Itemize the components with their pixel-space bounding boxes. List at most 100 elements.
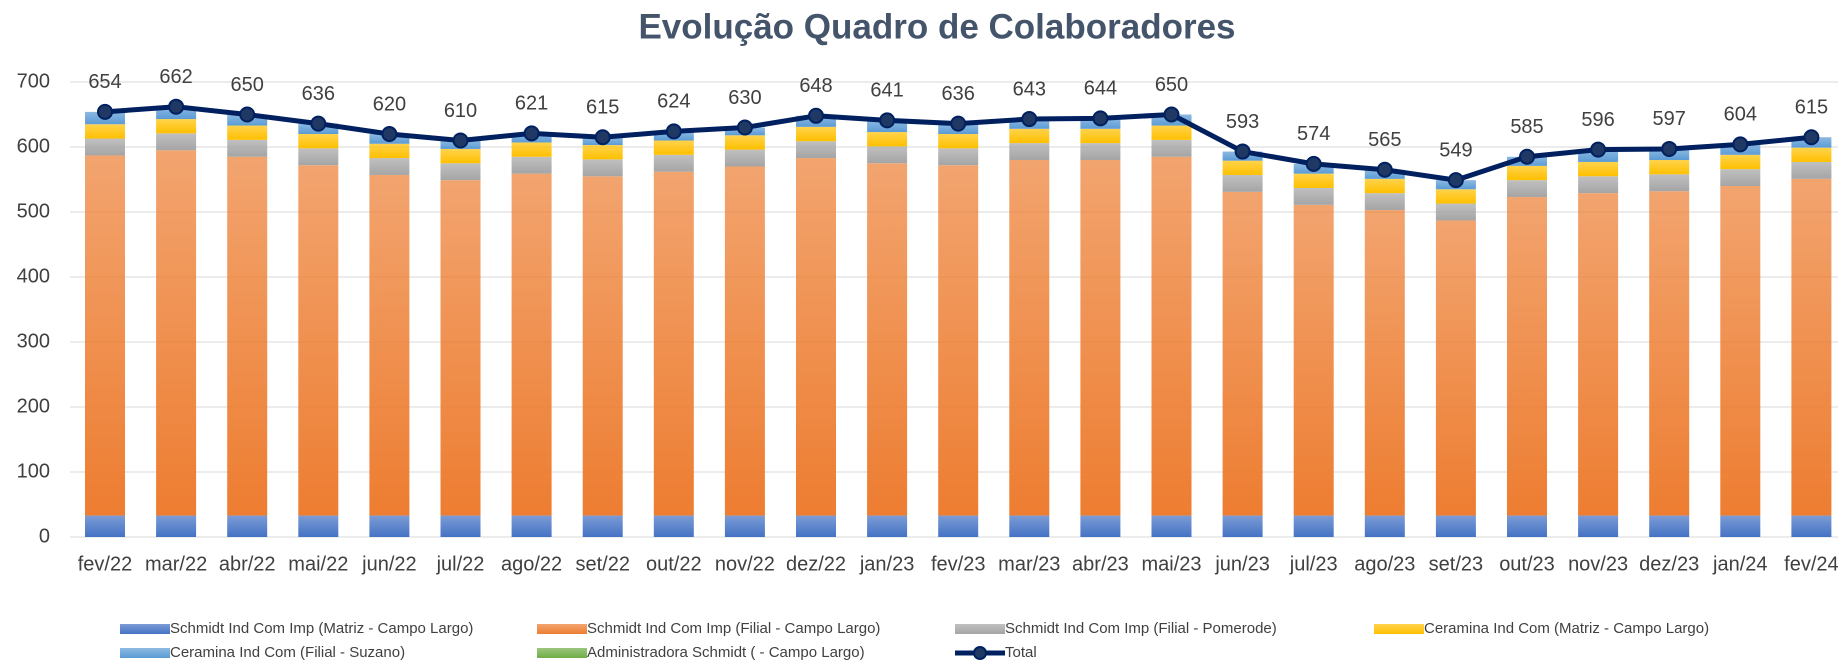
x-tick-label: jan/24: [1712, 553, 1768, 575]
bar-segment: [582, 145, 623, 160]
data-label: 610: [444, 100, 477, 122]
bar-segment: [156, 119, 197, 134]
data-label: 585: [1510, 116, 1543, 138]
bar-segment: [1222, 174, 1263, 192]
bar-segment: [85, 124, 125, 139]
bar-segment: [938, 165, 979, 516]
data-label: 650: [1155, 74, 1188, 96]
data-label: 650: [231, 74, 264, 96]
data-label: 643: [1013, 78, 1046, 100]
bar-segment: [298, 134, 339, 149]
bar-segment: [1435, 203, 1476, 221]
total-marker: [950, 115, 967, 132]
bar-segment: [298, 515, 339, 537]
x-tick-label: jul/23: [1289, 553, 1338, 575]
y-tick-label: 600: [17, 135, 50, 157]
legend-swatch: [955, 624, 1005, 634]
data-label: 630: [728, 87, 761, 109]
bar-segment: [1222, 191, 1263, 516]
bar-segment: [653, 515, 694, 537]
bar-segment: [1507, 515, 1547, 537]
x-tick-label: mai/23: [1141, 553, 1201, 575]
bar-segment: [440, 515, 481, 537]
bar-segment: [1435, 220, 1476, 516]
bar-segment: [1080, 128, 1121, 144]
bar-segment: [796, 141, 836, 159]
bar-segment: [1009, 515, 1050, 537]
bar-segment: [85, 155, 125, 516]
data-label: 648: [799, 75, 832, 97]
total-marker: [523, 125, 540, 142]
legend-label: Schmidt Ind Com Imp (Matriz - Campo Larg…: [170, 620, 473, 637]
bar-segment: [867, 515, 908, 537]
bar-segment: [1649, 515, 1690, 537]
total-marker: [239, 106, 256, 123]
data-label: 620: [373, 93, 406, 115]
bar-segment: [1435, 189, 1476, 204]
bar-segment: [796, 158, 836, 516]
x-tick-label: fev/22: [78, 553, 132, 575]
y-tick-label: 200: [17, 395, 50, 417]
bar-segment: [653, 171, 694, 516]
x-tick-label: fev/23: [931, 553, 985, 575]
legend-swatch: [537, 624, 587, 634]
bar-segment: [511, 142, 552, 157]
bar-segment: [511, 156, 552, 174]
x-tick-label: ago/22: [501, 553, 562, 575]
total-marker: [310, 115, 327, 132]
data-label: 565: [1368, 129, 1401, 151]
total-marker: [1732, 136, 1749, 153]
bar-segment: [867, 163, 908, 516]
bar-segment: [867, 132, 908, 147]
bar-segment: [85, 138, 125, 156]
bar-segment: [369, 158, 410, 175]
bar-segment: [440, 163, 481, 181]
y-tick-label: 700: [17, 70, 50, 92]
data-label: 636: [302, 83, 335, 105]
bar-segment: [227, 515, 268, 537]
legend-swatch: [537, 648, 587, 658]
total-marker: [97, 103, 113, 120]
bar-segment: [724, 135, 765, 150]
bar-segment: [938, 134, 979, 149]
bar-segment: [298, 165, 339, 516]
legend-label: Ceramina Ind Com (Filial - Suzano): [170, 644, 405, 661]
legend-label: Total: [1005, 644, 1037, 661]
bar-segment: [85, 515, 125, 537]
data-label: 621: [515, 93, 548, 115]
bar-segment: [298, 148, 339, 166]
bar-segment: [1578, 515, 1619, 537]
bar-segment: [1507, 197, 1547, 516]
x-tick-label: jan/23: [859, 553, 915, 575]
legend-label: Ceramina Ind Com (Matriz - Campo Largo): [1424, 620, 1709, 637]
total-marker: [736, 119, 753, 136]
x-tick-label: jul/22: [436, 553, 485, 575]
legend-label: Schmidt Ind Com Imp (Filial - Campo Larg…: [587, 620, 880, 637]
bar-segment: [796, 515, 836, 537]
x-tick-label: mar/22: [145, 553, 207, 575]
bar-segment: [440, 180, 481, 516]
bar-segment: [227, 156, 268, 516]
data-label: 644: [1084, 78, 1117, 100]
bar-segment: [1791, 515, 1832, 537]
bar-segment: [1293, 173, 1334, 188]
bar-segment: [1293, 204, 1334, 516]
bar-segment: [1080, 515, 1121, 537]
data-label: 549: [1439, 139, 1472, 161]
x-tick-label: nov/23: [1568, 553, 1628, 575]
legend-swatch: [120, 624, 170, 634]
total-marker: [1234, 143, 1251, 160]
x-tick-label: jun/22: [361, 553, 417, 575]
bar-segment: [1720, 515, 1761, 537]
x-tick-label: set/23: [1429, 553, 1483, 575]
bar-segment: [1364, 210, 1405, 516]
bar-segment: [1649, 160, 1690, 175]
y-tick-label: 300: [17, 330, 50, 352]
bar-segment: [1507, 165, 1547, 181]
legend-swatch: [1374, 624, 1424, 634]
bar-segment: [724, 166, 765, 516]
bar-segment: [796, 126, 836, 142]
total-marker: [808, 107, 824, 124]
y-tick-label: 400: [17, 265, 50, 287]
